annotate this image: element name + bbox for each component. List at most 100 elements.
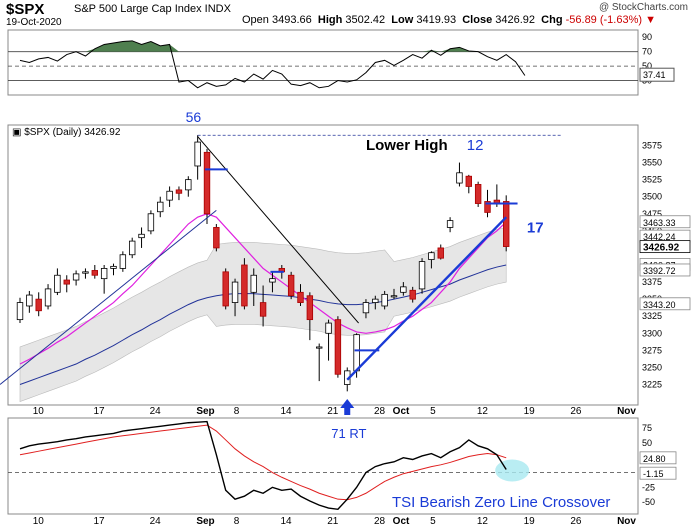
candle-body xyxy=(72,273,80,281)
candle-body xyxy=(119,254,127,269)
tsi-x-tick-label: 21 xyxy=(327,516,339,527)
price-x-tick-label: Oct xyxy=(393,406,410,417)
price-x-tick-label: 19 xyxy=(524,406,536,417)
last-price-box xyxy=(639,263,691,277)
last-price-label: 3343.20 xyxy=(643,300,676,310)
price-x-tick-label: 28 xyxy=(374,406,386,417)
tsi-x-tick-label: 10 xyxy=(33,516,45,527)
candle-body xyxy=(241,264,248,307)
annotation-tsi-crossover: TSI Bearish Zero Line Crossover xyxy=(392,494,610,511)
last-price-label: 3426.92 xyxy=(643,243,680,254)
candle-body xyxy=(287,274,295,297)
tsi-x-tick-label: Nov xyxy=(617,516,636,527)
price-tick-label: 3250 xyxy=(642,362,662,372)
tsi-x-tick-label: 12 xyxy=(477,516,489,527)
tsi-x-tick-label: 28 xyxy=(374,516,386,527)
candle-body xyxy=(147,213,155,232)
up-arrow-icon xyxy=(340,399,355,415)
candle-body xyxy=(100,268,108,280)
down-arrow-icon: ▼ xyxy=(645,14,656,26)
candle-body xyxy=(456,172,463,184)
candle-body xyxy=(203,151,211,215)
candle-body xyxy=(185,179,192,191)
tsi-x-tick-label: 8 xyxy=(234,516,240,527)
close-value: 3426.92 xyxy=(495,14,536,26)
candle-body xyxy=(213,227,220,249)
candle-body xyxy=(418,261,426,290)
candle-body xyxy=(82,271,89,274)
symbol-label: $SPX xyxy=(6,1,45,18)
price-x-tick-label: Sep xyxy=(196,406,214,417)
candle-body xyxy=(194,141,201,167)
rsi-tick-label: 70 xyxy=(642,47,652,57)
price-tick-label: 3325 xyxy=(642,311,662,321)
close-label: Close xyxy=(462,14,493,26)
candle-body xyxy=(437,247,444,259)
price-panel-title: ▣ $SPX (Daily) 3426.92 xyxy=(12,127,121,138)
candle-body xyxy=(44,288,52,307)
price-tick-label: 3225 xyxy=(642,380,662,390)
chg-value: -56.89 (-1.63%) xyxy=(565,14,643,26)
candle-body xyxy=(128,240,136,256)
price-tick-label: 3550 xyxy=(642,158,662,168)
price-x-tick-label: 21 xyxy=(327,406,339,417)
panel-frame xyxy=(7,417,639,515)
candle-body xyxy=(306,295,314,321)
candle-body xyxy=(259,302,267,317)
ma-magenta-line xyxy=(19,213,507,365)
candle-body xyxy=(222,271,229,307)
price-tick-label: 3525 xyxy=(642,175,662,185)
candle-body xyxy=(231,281,239,303)
tsi-tick-label: 75 xyxy=(642,423,652,433)
rsi-overbought-fill xyxy=(20,40,525,52)
high-label: High xyxy=(317,14,343,26)
candle-body xyxy=(297,291,304,303)
price-x-tick-label: 8 xyxy=(234,406,240,417)
downtrend-line xyxy=(197,136,359,324)
candle-body xyxy=(334,319,342,375)
tsi-signal-line xyxy=(19,424,507,501)
candle-body xyxy=(372,298,379,303)
candle-body xyxy=(35,298,42,312)
last-price-box xyxy=(639,240,691,254)
candle-body xyxy=(63,279,70,285)
annotation-count-12: 12 xyxy=(467,137,484,154)
tsi-x-tick-label: 24 xyxy=(150,516,162,527)
rsi-tick-label: 90 xyxy=(642,32,652,42)
candle-body xyxy=(110,265,117,269)
tsi-tick-label: -25 xyxy=(642,482,655,492)
rsi-line xyxy=(19,40,526,89)
symbol-description: S&P 500 Large Cap Index INDX xyxy=(74,3,231,15)
tsi-last-value-label: 24.80 xyxy=(643,454,666,464)
candle-body xyxy=(465,175,472,187)
crossover-highlight xyxy=(495,459,530,482)
candle-body xyxy=(91,270,98,276)
price-x-tick-label: Nov xyxy=(617,406,636,417)
date-label: 19-Oct-2020 xyxy=(6,17,62,28)
upper-channel-line xyxy=(0,209,217,385)
annotation-count-56: 56 xyxy=(186,109,202,125)
candle-body xyxy=(175,189,183,194)
tsi-x-tick-label: 14 xyxy=(280,516,292,527)
uptrend-line xyxy=(346,216,508,381)
last-price-box xyxy=(639,215,691,229)
candle-body xyxy=(381,293,388,307)
candle-body xyxy=(390,295,398,298)
price-x-tick-label: 12 xyxy=(477,406,489,417)
tsi-tick-label: -50 xyxy=(642,497,655,507)
candle-body xyxy=(54,274,61,293)
price-x-tick-label: 17 xyxy=(93,406,105,417)
candle-body xyxy=(250,274,257,293)
candle-body xyxy=(16,302,24,321)
high-value: 3502.42 xyxy=(345,14,386,26)
annotation-count-17: 17 xyxy=(527,219,544,236)
open-label: Open xyxy=(242,14,269,26)
panel-frame xyxy=(7,124,639,406)
tsi-last-value-box xyxy=(639,451,677,465)
ohlc-readout: Open 3493.66 High 3502.42 Low 3419.93 Cl… xyxy=(242,14,656,26)
candle-body xyxy=(446,220,454,228)
candle-body xyxy=(502,201,510,247)
candle-body xyxy=(269,278,276,283)
candle-body xyxy=(353,334,360,372)
